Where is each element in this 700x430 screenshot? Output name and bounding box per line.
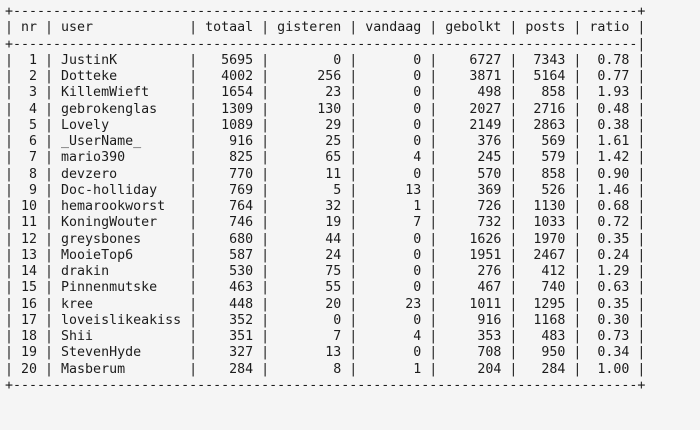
table-row: | 1 | JustinK | 5695 | 0 | 0 | 6727 | 73… bbox=[5, 52, 646, 68]
table-row: | 2 | Dotteke | 4002 | 256 | 0 | 3871 | … bbox=[5, 69, 646, 84]
table-row: | 12 | greysbones | 680 | 44 | 0 | 1626 … bbox=[5, 231, 646, 247]
table-row: | 16 | kree | 448 | 20 | 23 | 1011 | 129… bbox=[5, 296, 646, 312]
table-bottom-border: +---------------------------------------… bbox=[5, 377, 646, 393]
table-row: | 15 | Pinnenmutske | 463 | 55 | 0 | 467… bbox=[5, 280, 646, 296]
table-row: | 9 | Doc-holliday | 769 | 5 | 13 | 369 … bbox=[5, 182, 646, 198]
table-row: | 18 | Shii | 351 | 7 | 4 | 353 | 483 | … bbox=[5, 329, 646, 344]
table-row: | 14 | drakin | 530 | 75 | 0 | 276 | 412… bbox=[5, 264, 646, 279]
table-row: | 3 | KillemWieft | 1654 | 23 | 0 | 498 … bbox=[5, 85, 646, 101]
table-row: | 6 | _UserName_ | 916 | 25 | 0 | 376 | … bbox=[5, 134, 646, 149]
table-row: | 19 | StevenHyde | 327 | 13 | 0 | 708 |… bbox=[5, 345, 646, 361]
table-row: | 13 | MooieTop6 | 587 | 24 | 0 | 1951 |… bbox=[5, 247, 646, 263]
table-row: | 8 | devzero | 770 | 11 | 0 | 570 | 858… bbox=[5, 166, 646, 182]
table-row: | 11 | KoningWouter | 746 | 19 | 7 | 732… bbox=[5, 215, 646, 231]
table-row: | 4 | gebrokenglas | 1309 | 130 | 0 | 20… bbox=[5, 101, 646, 117]
user-stats-ascii-table: +---------------------------------------… bbox=[5, 4, 646, 393]
table-row: | 20 | Masberum | 284 | 8 | 1 | 204 | 28… bbox=[5, 361, 646, 377]
table-row: | 7 | mario390 | 825 | 65 | 4 | 245 | 57… bbox=[5, 150, 646, 166]
table-header-separator: +---------------------------------------… bbox=[5, 36, 646, 52]
table-top-border: +---------------------------------------… bbox=[5, 4, 646, 19]
table-row: | 17 | loveislikeakiss | 352 | 0 | 0 | 9… bbox=[5, 312, 646, 328]
table-header-row: | nr | user | totaal | gisteren | vandaa… bbox=[5, 20, 646, 36]
table-row: | 5 | Lovely | 1089 | 29 | 0 | 2149 | 28… bbox=[5, 117, 646, 133]
table-row: | 10 | hemarookworst | 764 | 32 | 1 | 72… bbox=[5, 199, 646, 214]
